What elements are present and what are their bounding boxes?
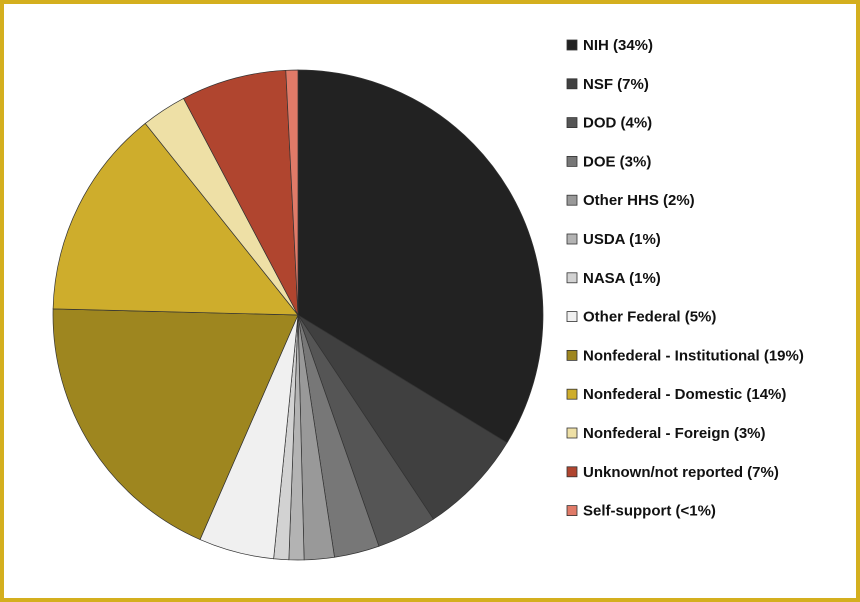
legend-label: Nonfederal - Foreign (3%) bbox=[583, 425, 766, 442]
legend-swatch bbox=[566, 233, 578, 245]
legend-label: Unknown/not reported (7%) bbox=[583, 464, 779, 481]
legend-label: NIH (34%) bbox=[583, 37, 653, 54]
legend-label: NSF (7%) bbox=[583, 76, 649, 93]
legend-swatch bbox=[566, 155, 578, 167]
pie-slice bbox=[297, 314, 508, 520]
legend-label: Other HHS (2%) bbox=[583, 192, 695, 209]
legend-label: NASA (1%) bbox=[583, 270, 661, 287]
legend-swatch bbox=[566, 78, 578, 90]
pie-slice bbox=[52, 308, 299, 541]
legend-swatch bbox=[566, 117, 578, 128]
legend-swatch bbox=[566, 272, 578, 284]
legend-swatch bbox=[566, 194, 578, 206]
legend-label: DOD (4%) bbox=[583, 115, 652, 132]
legend-swatch bbox=[566, 505, 578, 517]
pie-slice bbox=[285, 69, 299, 316]
legend-swatch bbox=[566, 39, 578, 51]
legend-label: USDA (1%) bbox=[583, 231, 661, 248]
legend-swatch bbox=[566, 311, 578, 323]
legend-label: Self-support (<1%) bbox=[583, 503, 716, 520]
legend-swatch bbox=[566, 427, 578, 439]
legend-label: Nonfederal - Institutional (19%) bbox=[583, 347, 804, 364]
pie-slice bbox=[52, 122, 299, 316]
legend-label: DOE (3%) bbox=[583, 153, 651, 170]
legend-label: Other Federal (5%) bbox=[583, 309, 716, 326]
pie-slice bbox=[297, 69, 544, 444]
legend-swatch bbox=[566, 466, 578, 478]
pie-slice bbox=[183, 69, 299, 316]
legend-label: Nonfederal - Domestic (14%) bbox=[583, 386, 786, 403]
legend-swatch bbox=[566, 349, 578, 361]
legend-swatch bbox=[566, 388, 578, 400]
